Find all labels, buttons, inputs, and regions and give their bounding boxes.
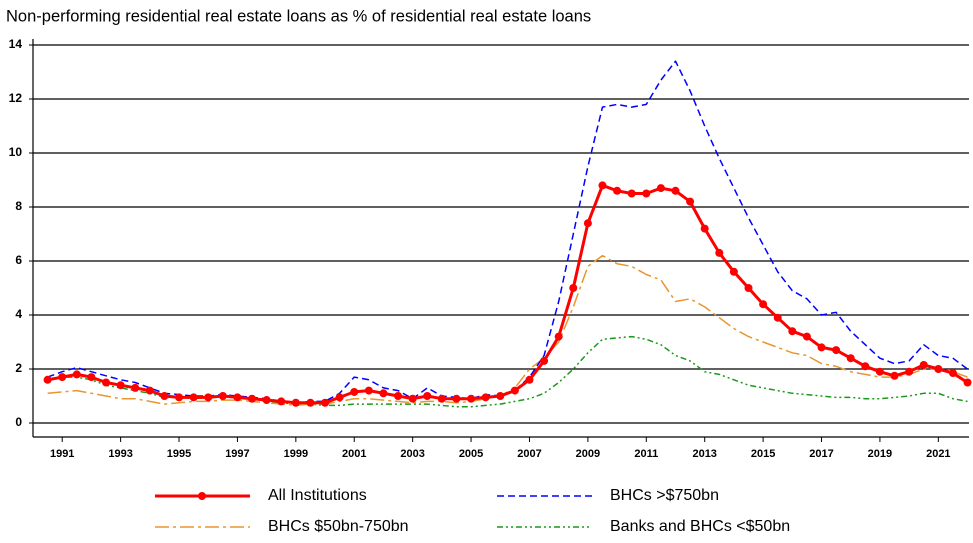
series-line [47, 60, 968, 404]
series-marker [189, 393, 198, 402]
series-marker [948, 369, 957, 378]
series-marker [642, 189, 651, 198]
x-tick-label: 1993 [108, 448, 132, 460]
y-tick-label: 12 [9, 91, 23, 105]
chart-title: Non-performing residential real estate l… [6, 7, 591, 25]
series-marker [394, 392, 403, 400]
series-marker [452, 394, 461, 403]
legend-label: All Institutions [268, 487, 367, 504]
legend-label: BHCs $50bn-750bn [268, 518, 409, 535]
series-marker [379, 389, 388, 398]
series-marker [875, 367, 884, 376]
series-marker [627, 189, 636, 198]
series-marker [496, 392, 505, 400]
series-marker [846, 354, 855, 363]
y-tick-label: 8 [15, 199, 22, 213]
series-marker [890, 371, 899, 380]
series-marker [481, 393, 490, 402]
series-marker [350, 387, 359, 396]
series-marker [700, 224, 709, 233]
x-tick-label: 1999 [284, 448, 308, 460]
series-marker [102, 378, 111, 387]
series-marker [116, 381, 125, 390]
x-tick-label: 2007 [517, 448, 541, 460]
series-line [47, 183, 969, 405]
series-marker [423, 392, 432, 400]
x-tick-label: 2019 [868, 448, 892, 460]
x-tick-label: 2013 [692, 448, 716, 460]
series-marker [832, 346, 841, 355]
series-marker [802, 332, 811, 341]
series-marker [335, 393, 344, 402]
x-tick-label: 2015 [751, 448, 775, 460]
series-marker [437, 394, 446, 403]
series-marker [919, 360, 928, 369]
series-marker [321, 398, 330, 407]
series-marker [43, 375, 52, 384]
series-marker [729, 267, 738, 276]
series-marker [58, 373, 67, 382]
series-marker [306, 398, 315, 407]
series-marker [277, 397, 286, 406]
series-marker [671, 186, 680, 195]
series-marker [510, 386, 519, 395]
series-marker [744, 284, 753, 292]
series-marker [204, 393, 213, 402]
series-line [47, 254, 968, 407]
series-marker [656, 184, 665, 193]
series-marker [788, 327, 797, 336]
series-marker [817, 343, 826, 352]
series-marker [861, 362, 870, 371]
x-tick-label: 2011 [634, 448, 658, 460]
series-marker [598, 181, 607, 190]
series-marker [569, 284, 578, 292]
series-marker [145, 386, 154, 395]
series-marker [905, 367, 914, 376]
series-marker [554, 332, 563, 341]
series-marker [175, 393, 184, 402]
x-tick-label: 2003 [400, 448, 424, 460]
x-tick-label: 2001 [342, 448, 366, 460]
legend-label: BHCs >$750bn [610, 487, 719, 504]
series-marker [87, 373, 96, 382]
series-marker [686, 197, 695, 206]
x-tick-label: 1991 [50, 448, 74, 460]
series-marker [160, 392, 169, 400]
series-marker [291, 398, 300, 407]
series-marker [715, 248, 724, 257]
legend-label: Banks and BHCs <$50bn [610, 518, 790, 535]
series-marker [248, 394, 257, 403]
y-tick-label: 4 [15, 307, 22, 321]
series-marker [540, 356, 549, 365]
series-marker [525, 375, 534, 384]
series-marker [613, 186, 622, 195]
series-marker [963, 378, 972, 387]
series-marker [364, 386, 373, 395]
series-marker [233, 393, 242, 402]
y-tick-label: 2 [15, 361, 22, 375]
series-marker [759, 300, 768, 309]
y-tick-label: 10 [9, 145, 23, 159]
series-marker [467, 394, 476, 403]
series-marker [934, 365, 943, 373]
series-marker [72, 370, 81, 379]
x-tick-label: 2021 [926, 448, 950, 460]
legend-marker [198, 492, 206, 500]
series-marker [218, 392, 227, 400]
x-tick-label: 2017 [809, 448, 833, 460]
x-tick-label: 1997 [225, 448, 249, 460]
series-marker [131, 383, 140, 392]
series-marker [262, 396, 271, 405]
series-marker [773, 313, 782, 322]
y-tick-label: 14 [9, 37, 23, 51]
x-tick-label: 1995 [167, 448, 191, 460]
x-tick-label: 2005 [459, 448, 483, 460]
series-marker [408, 394, 417, 403]
y-tick-label: 0 [15, 415, 22, 429]
x-tick-label: 2009 [576, 448, 600, 460]
series-marker [583, 219, 592, 228]
y-tick-label: 6 [15, 253, 22, 267]
